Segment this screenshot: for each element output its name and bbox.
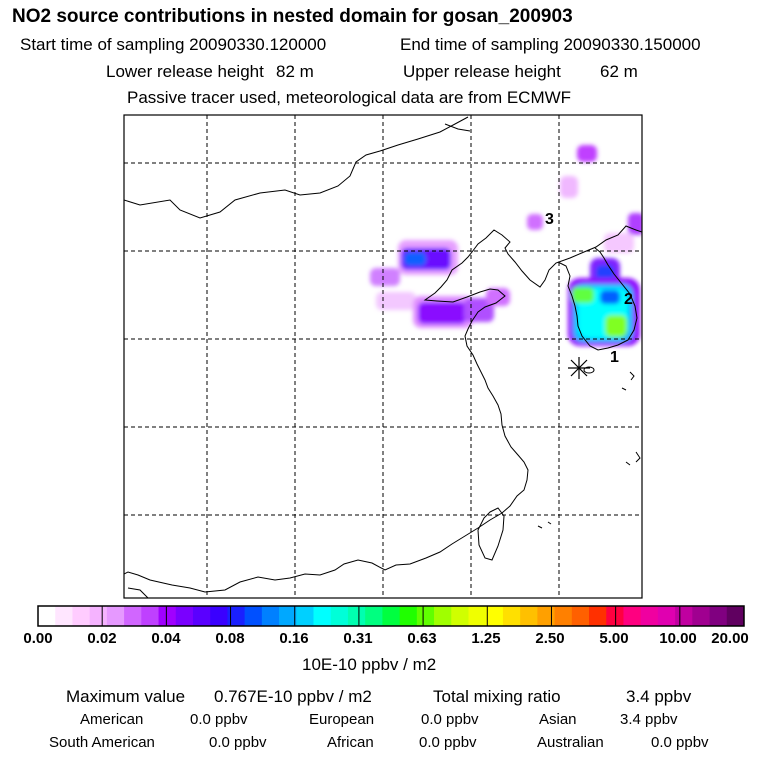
source-marker-2: 2: [624, 291, 633, 308]
tracer-note: Passive tracer used, meteorological data…: [127, 88, 572, 107]
colorbar-tick: 10.00: [659, 630, 697, 647]
region-name: African: [327, 734, 374, 751]
total-mixing-value: 3.4 ppbv: [626, 687, 692, 706]
colorbar-swatch: [382, 606, 401, 626]
region-value: 0.0 ppbv: [190, 711, 248, 728]
region-value: 0.0 ppbv: [419, 734, 477, 751]
colorbar-tick: 1.25: [471, 630, 501, 647]
colorbar-swatch: [244, 606, 263, 626]
colorbar-tick: 0.08: [215, 630, 245, 647]
colorbar-tick: 0.16: [279, 630, 309, 647]
colorbar-swatch: [623, 606, 642, 626]
lower-release-label: Lower release height: [106, 62, 264, 81]
max-value-label: Maximum value: [66, 687, 186, 706]
region-name: American: [80, 711, 144, 728]
colorbar-swatch: [485, 606, 504, 626]
map-frame: [123, 114, 643, 599]
colorbar-tick: 0.02: [87, 630, 117, 647]
colorbar-swatch: [158, 606, 177, 626]
colorbar-swatch: [692, 606, 710, 626]
colorbar-swatch: [416, 606, 435, 626]
region-name: South American: [49, 734, 155, 751]
lat-lon-grid: [124, 115, 642, 598]
colorbar-swatch: [537, 606, 555, 626]
chart-title: NO2 source contributions in nested domai…: [12, 6, 573, 27]
colorbar-swatch: [296, 606, 314, 626]
region-name: European: [309, 711, 375, 728]
source-marker-1: 1: [610, 349, 619, 366]
upper-release-value: 62 m: [600, 62, 638, 81]
source-marker-3: 3: [545, 211, 554, 228]
colorbar-tick: 2.50: [535, 630, 565, 647]
region-value: 3.4 ppbv: [620, 711, 678, 728]
colorbar-swatch: [399, 606, 418, 626]
colorbar-swatch: [330, 606, 349, 626]
colorbar-swatch: [347, 606, 366, 626]
colorbar-swatch: [365, 606, 383, 626]
coastlines: [124, 116, 642, 598]
colorbar-swatch: [38, 606, 56, 626]
colorbar-swatch: [124, 606, 142, 626]
end-time-label: End time of sampling 20090330.150000: [400, 35, 701, 54]
start-time-label: Start time of sampling 20090330.120000: [20, 35, 327, 54]
concentration-plumes: [370, 145, 642, 346]
lower-release-value: 82 m: [276, 62, 314, 81]
colorbar-tick: 0.04: [151, 630, 181, 647]
colorbar-swatch: [313, 606, 332, 626]
gosan-station-star-icon: [568, 357, 590, 379]
region-value: 0.0 ppbv: [209, 734, 267, 751]
region-name: Australian: [537, 734, 604, 751]
colorbar-swatch: [571, 606, 590, 626]
colorbar: [37, 605, 745, 627]
colorbar-swatch: [554, 606, 573, 626]
colorbar-swatch: [468, 606, 487, 626]
colorbar-tick: 5.00: [599, 630, 629, 647]
colorbar-border: [37, 605, 745, 627]
colorbar-swatch: [261, 606, 280, 626]
region-value: 0.0 ppbv: [421, 711, 479, 728]
max-value: 0.767E-10 ppbv / m2: [214, 687, 372, 706]
colorbar-tick: 0.31: [343, 630, 373, 647]
region-name: Asian: [539, 711, 577, 728]
colorbar-swatch: [192, 606, 211, 626]
colorbar-swatch: [72, 606, 91, 626]
total-mixing-label: Total mixing ratio: [433, 687, 561, 706]
colorbar-swatch: [451, 606, 469, 626]
colorbar-swatch: [709, 606, 728, 626]
colorbar-tick: 0.00: [23, 630, 53, 647]
colorbar-swatch: [502, 606, 521, 626]
region-value: 0.0 ppbv: [651, 734, 709, 751]
colorbar-swatch: [227, 606, 246, 626]
colorbar-swatch: [89, 606, 108, 626]
colorbar-swatch: [589, 606, 607, 626]
colorbar-tick: 20.00: [711, 630, 749, 647]
colorbar-tick: 0.63: [407, 630, 437, 647]
colorbar-swatch: [606, 606, 624, 626]
colorbar-swatch: [434, 606, 452, 626]
upper-release-label: Upper release height: [403, 62, 561, 81]
colorbar-swatch: [55, 606, 73, 626]
colorbar-swatch: [106, 606, 125, 626]
colorbar-swatch: [657, 606, 676, 626]
colorbar-swatch: [640, 606, 659, 626]
colorbar-swatch: [141, 606, 159, 626]
colorbar-swatch: [520, 606, 538, 626]
colorbar-swatch: [675, 606, 693, 626]
colorbar-swatch: [175, 606, 194, 626]
colorbar-unit: 10E-10 ppbv / m2: [302, 655, 437, 674]
colorbar-swatch: [279, 606, 297, 626]
colorbar-swatch: [210, 606, 228, 626]
colorbar-swatch: [726, 606, 745, 626]
